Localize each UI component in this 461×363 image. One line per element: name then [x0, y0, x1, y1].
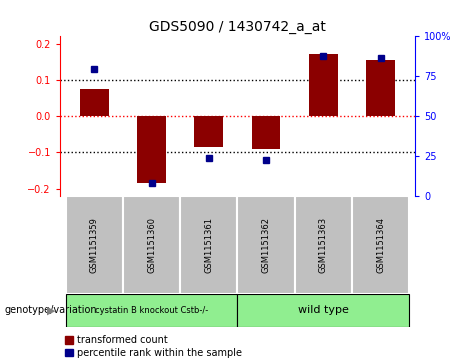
Text: GSM1151361: GSM1151361 [204, 217, 213, 273]
Bar [137, 116, 166, 183]
Text: GSM1151362: GSM1151362 [261, 217, 271, 273]
Bar [237, 294, 409, 327]
Bar [237, 196, 295, 294]
Bar [252, 116, 280, 149]
Bar [295, 196, 352, 294]
Bar [65, 294, 237, 327]
Text: cystatin B knockout Cstb-/-: cystatin B knockout Cstb-/- [95, 306, 208, 315]
Text: GSM1151359: GSM1151359 [90, 217, 99, 273]
Bar [309, 54, 337, 116]
Text: GSM1151363: GSM1151363 [319, 217, 328, 273]
Bar [352, 196, 409, 294]
Text: GSM1151364: GSM1151364 [376, 217, 385, 273]
Title: GDS5090 / 1430742_a_at: GDS5090 / 1430742_a_at [149, 20, 326, 34]
Bar [65, 196, 123, 294]
Text: ▶: ▶ [47, 305, 55, 315]
Legend: transformed count, percentile rank within the sample: transformed count, percentile rank withi… [65, 335, 242, 358]
Text: genotype/variation: genotype/variation [5, 305, 97, 315]
Text: wild type: wild type [298, 305, 349, 315]
Bar [180, 196, 237, 294]
Text: GSM1151360: GSM1151360 [147, 217, 156, 273]
Bar [366, 60, 395, 116]
Bar [195, 116, 223, 147]
Bar [80, 89, 109, 116]
Bar [123, 196, 180, 294]
